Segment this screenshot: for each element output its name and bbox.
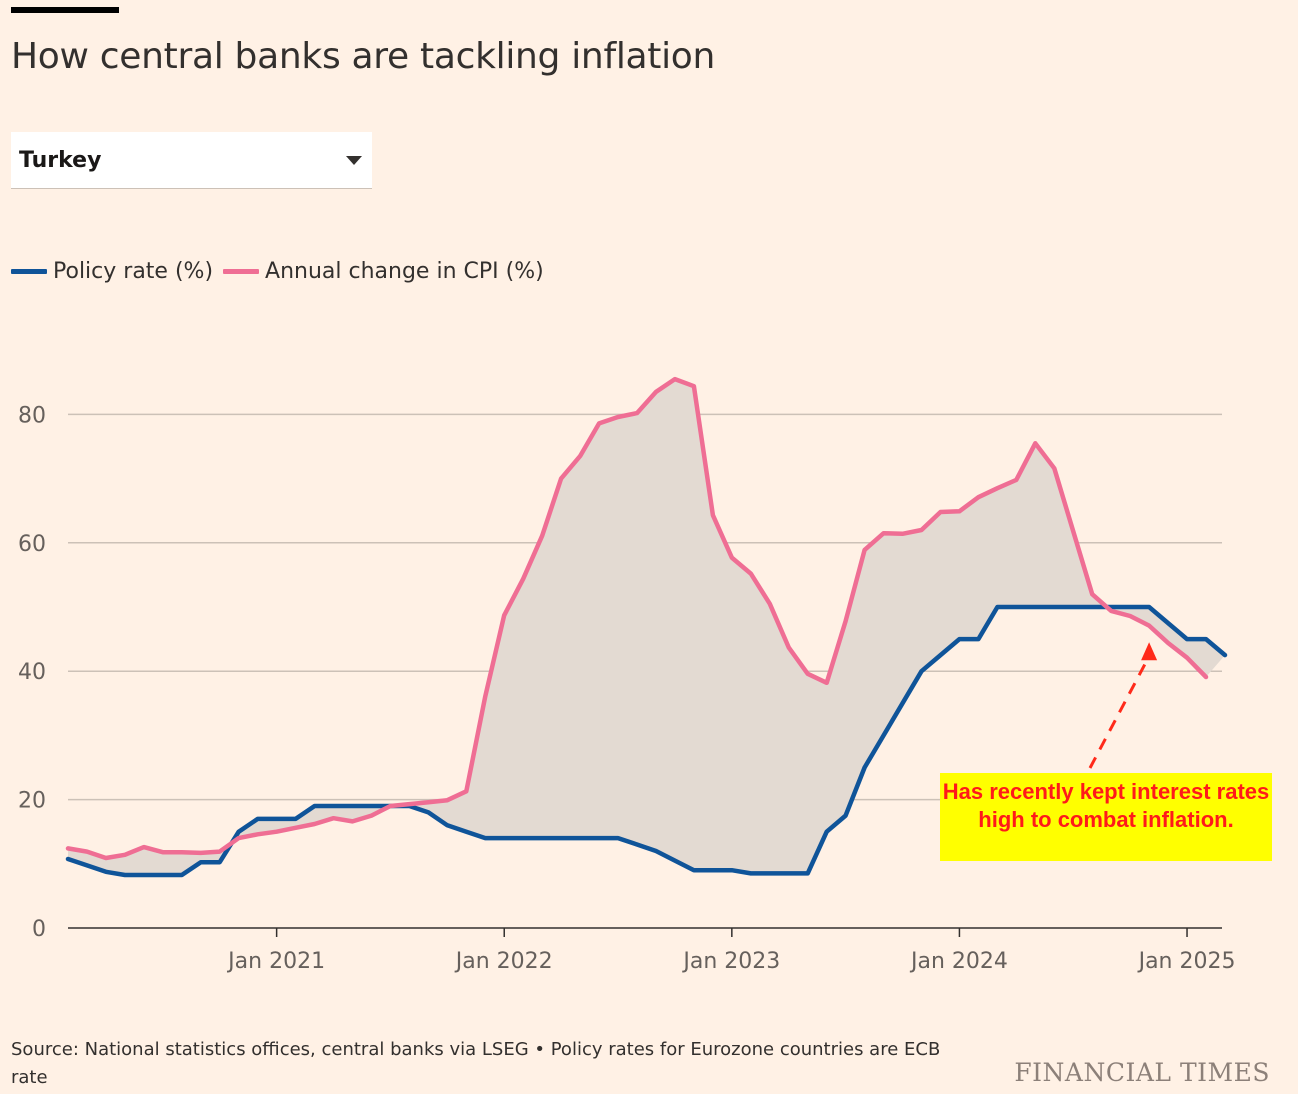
x-tick-label: Jan 2022 <box>454 949 553 974</box>
y-tick-label: 0 <box>32 917 46 942</box>
x-tick-label: Jan 2023 <box>681 949 780 974</box>
source-note: Source: National statistics offices, cen… <box>11 1039 941 1088</box>
x-tick-label: Jan 2025 <box>1137 949 1236 974</box>
x-tick-label: Jan 2024 <box>909 949 1008 974</box>
line-chart: 0 20 40 60 80 Jan 2021 Jan 2022 Jan 2023 Jan 202… <box>18 376 1236 974</box>
chart-title: How central banks are tackling inflation <box>11 36 716 77</box>
legend-swatch-cpi <box>223 268 260 274</box>
annotation-box: Has recently kept interest rates high to… <box>940 773 1272 861</box>
annotation-arrowhead <box>1141 642 1158 661</box>
policy-rate-line <box>65 604 1228 878</box>
legend-item-cpi: Annual change in CPI (%) <box>223 259 544 284</box>
legend-label-policy-rate: Policy rate (%) <box>53 258 214 284</box>
legend-label-cpi: Annual change in CPI (%) <box>265 258 544 284</box>
gap-fill-area <box>68 379 1225 875</box>
cpi-line <box>65 376 1209 861</box>
y-tick-label: 20 <box>18 789 46 814</box>
y-tick-label: 60 <box>18 532 46 557</box>
caret-down-icon <box>346 156 362 165</box>
country-select-value: Turkey <box>19 148 102 173</box>
y-tick-label: 80 <box>18 403 46 428</box>
legend: Policy rate (%) Annual change in CPI (%) <box>11 256 554 286</box>
ft-logo: FINANCIAL TIMES <box>1014 1058 1270 1087</box>
x-tick-label: Jan 2021 <box>226 949 325 974</box>
annotation-arrow-line <box>1088 655 1151 769</box>
header-accent-bar <box>11 7 119 13</box>
legend-swatch-policy-rate <box>11 268 47 274</box>
country-select[interactable]: Turkey <box>11 132 372 189</box>
legend-item-policy-rate: Policy rate (%) <box>11 259 213 284</box>
y-tick-label: 40 <box>18 660 46 685</box>
